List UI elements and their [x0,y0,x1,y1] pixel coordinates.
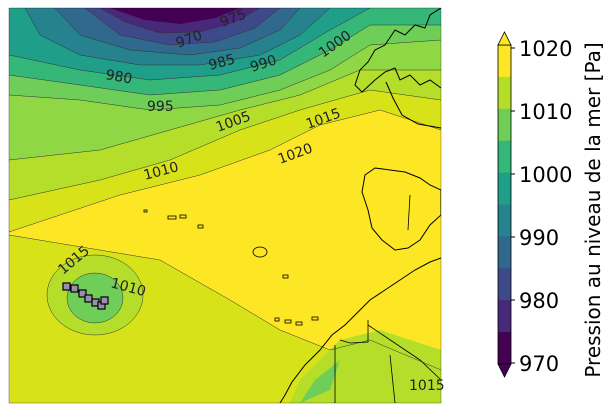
colorbar-segment [498,108,511,142]
coastlines [279,8,441,403]
pressure-field [9,8,441,403]
colorbar-segment [498,140,511,174]
contour-label-985: 985 [207,51,237,73]
borders [334,194,441,403]
contour-label-980: 980 [104,67,133,87]
colorbar-bottom-arrow [497,363,512,378]
colorbar-segment [498,204,511,237]
band-below-970 [110,8,240,24]
band-1005-sahara [300,360,340,403]
colorbar-tick-970: 970 [519,352,559,376]
colorbar-tick-1020: 1020 [519,37,572,61]
islands [143,209,319,326]
colorbar-segment [498,300,511,333]
colorbar-segment [498,172,511,205]
colorbar-segment [498,236,511,269]
colorbar-title: Pression au niveau de la mer [Pa] [581,42,605,377]
colorbar-top-arrow [497,31,512,46]
colorbar-segment [498,268,511,301]
low-1005 [67,273,123,323]
colorbar-tick-980: 980 [519,289,559,313]
colorbar: 1020 1010 1000 990 980 970 Pression au n… [497,31,605,378]
colorbar-tick-1000: 1000 [519,163,572,187]
colorbar-segment [498,332,511,365]
colorbar-tick-990: 990 [519,226,559,250]
colorbar-tick-1010: 1010 [519,100,572,124]
colorbar-ticks: 1020 1010 1000 990 980 970 [511,37,572,376]
map-frame [8,7,442,404]
contour-label-995: 995 [147,99,174,115]
colorbar-segment [498,45,511,78]
colorbar-segment [498,76,511,110]
contour-lines [9,8,441,371]
colorbar-segments [497,44,512,365]
contour-label-990: 990 [248,52,278,75]
contour-label-1015-sahara: 1015 [409,378,445,394]
station-markers [62,282,109,310]
